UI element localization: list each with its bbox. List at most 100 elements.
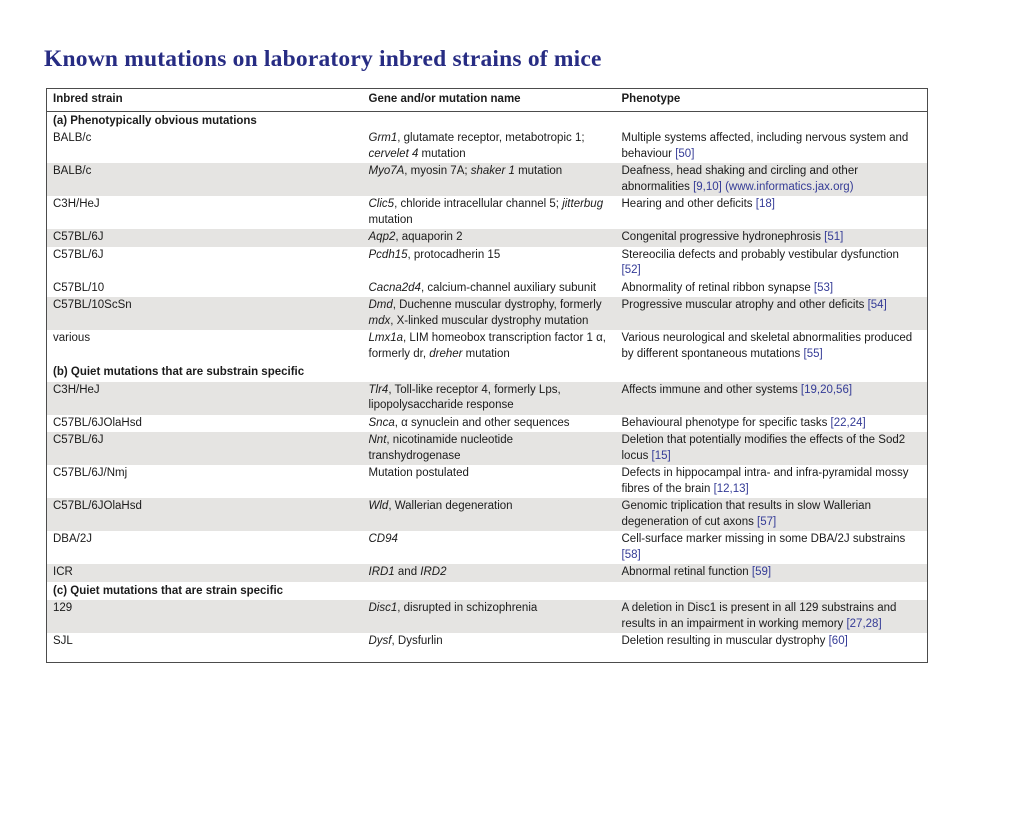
text-segment: Defects in hippocampal intra- and infra-… <box>621 467 909 495</box>
gene-cell: Lmx1a, LIM homeobox transcription factor… <box>363 330 616 363</box>
citation-link[interactable]: [54] <box>867 299 887 311</box>
citation-link[interactable]: [57] <box>757 515 777 528</box>
phenotype-cell: Abnormal retinal function [59] <box>615 564 928 582</box>
text-segment: Nnt <box>368 434 387 446</box>
text-segment: Deletion that potentially modifies the e… <box>621 434 906 462</box>
phenotype-cell: Cell-surface marker missing in some DBA/… <box>616 531 928 564</box>
text-segment: Lmx1a <box>368 332 404 344</box>
strain-cell: C57BL/10ScSn <box>46 297 363 330</box>
text-segment: Aqp2 <box>368 231 396 243</box>
strain-cell: ICR <box>46 564 363 582</box>
gene-cell: Dysf, Dysfurlin <box>363 633 616 651</box>
citation-link[interactable]: [9,10] <box>693 180 722 193</box>
text-segment: C57BL/10 <box>53 281 105 294</box>
text-segment: IRD2 <box>420 566 447 578</box>
strain-cell: C57BL/6J <box>46 229 363 247</box>
text-segment: mutation <box>514 165 563 177</box>
text-segment: C57BL/6J <box>53 231 104 243</box>
table-row: BALB/c Grm1, glutamate receptor, metabotr… <box>47 130 928 163</box>
phenotype-cell: Defects in hippocampal intra- and infra-… <box>616 465 928 498</box>
text-segment: C57BL/6JOlaHsd <box>53 500 142 512</box>
citation-link[interactable]: [53] <box>813 281 834 294</box>
citation-link[interactable]: [19,20,56] <box>800 383 853 396</box>
text-segment: , calcium-channel auxiliary subunit <box>420 281 597 294</box>
text-segment: Affects immune and other systems <box>621 383 801 396</box>
section-header-label: (c) Quiet mutations that are strain spec… <box>53 584 284 597</box>
table-body: (a) Phenotypically obvious mutations BALB… <box>46 111 928 651</box>
strain-cell: various <box>47 330 363 363</box>
text-segment: C57BL/6J <box>53 248 104 261</box>
text-segment: , Toll-like receptor 4, formerly Lps, li… <box>368 383 561 412</box>
text-segment: 129 <box>53 602 73 614</box>
text-segment: various <box>53 332 91 344</box>
strain-cell: C3H/HeJ <box>47 196 363 229</box>
citation-link[interactable]: [27,28] <box>846 617 882 630</box>
text-segment: , chloride intracellular channel 5; <box>394 198 563 210</box>
phenotype-cell: Abnormality of retinal ribbon synapse [5… <box>616 280 928 298</box>
strain-cell: C57BL/6J <box>47 247 363 280</box>
text-segment: SJL <box>53 635 73 647</box>
text-segment: Mutation postulated <box>368 467 469 479</box>
gene-cell: Disc1, disrupted in schizophrenia <box>362 600 616 633</box>
text-segment: , LIM homeobox transcription factor 1 α,… <box>368 332 606 360</box>
text-segment: Dysf <box>368 635 392 647</box>
text-segment: Clic5 <box>368 198 395 210</box>
text-segment: Stereocilia defects and probably vestibu… <box>621 248 899 261</box>
gene-cell: Cacna2d4, calcium-channel auxiliary subu… <box>363 280 616 298</box>
phenotype-cell: Hearing and other deficits [18] <box>616 196 928 229</box>
citation-link[interactable]: [52] <box>621 264 641 276</box>
citation-link[interactable]: [55] <box>803 347 823 360</box>
section-header-row: (b) Quiet mutations that are substrain s… <box>47 363 928 382</box>
strain-cell: 129 <box>46 600 363 633</box>
text-segment: Hearing and other deficits <box>621 198 756 210</box>
text-segment: CD94 <box>368 533 398 545</box>
citation-link[interactable]: [50] <box>675 147 695 160</box>
table-bottom-spacer <box>47 651 928 663</box>
citation-link[interactable]: [22,24] <box>830 416 866 429</box>
text-segment: Congenital progressive hydronephrosis <box>621 231 825 243</box>
text-segment: Grm1 <box>368 132 398 144</box>
strain-cell: C3H/HeJ <box>46 381 363 415</box>
text-segment: C57BL/10ScSn <box>53 299 132 311</box>
citation-link[interactable]: (www.informatics.jax.org) <box>725 180 854 193</box>
section-header-label: (b) Quiet mutations that are substrain s… <box>53 366 305 378</box>
gene-cell: Nnt, nicotinamide nucleotide transhydrog… <box>362 432 616 465</box>
strain-cell: SJL <box>47 633 363 651</box>
text-segment: C3H/HeJ <box>53 198 100 210</box>
citation-link[interactable]: [59] <box>751 566 772 578</box>
section-header-row: (c) Quiet mutations that are strain spec… <box>47 582 928 601</box>
table-row: C3H/HeJ Tlr4, Toll-like receptor 4, forme… <box>46 381 928 415</box>
table-row: DBA/2J CD94 Cell-surface marker missing in… <box>47 531 928 564</box>
citation-link[interactable]: [58] <box>621 548 641 561</box>
strain-cell: C57BL/6JOlaHsd <box>47 415 363 433</box>
phenotype-cell: Various neurological and skeletal abnorm… <box>616 330 928 363</box>
gene-cell: Myo7A, myosin 7A; shaker 1 mutation <box>362 163 616 196</box>
text-segment: BALB/c <box>53 165 92 177</box>
table-row: C57BL/6J Aqp2, aquaporin 2 Congenital prog… <box>46 229 928 247</box>
text-segment: ICR <box>53 566 73 578</box>
text-segment: , glutamate receptor, metabotropic 1; <box>397 132 585 144</box>
text-segment: , Dysfurlin <box>391 635 443 647</box>
gene-cell: Dmd, Duchenne muscular dystrophy, former… <box>362 297 616 330</box>
gene-cell: Tlr4, Toll-like receptor 4, formerly Lps… <box>362 381 616 415</box>
text-segment: DBA/2J <box>53 533 92 545</box>
text-segment: , myosin 7A; <box>404 165 471 177</box>
citation-link[interactable]: [12,13] <box>713 482 749 495</box>
section-header-label: (a) Phenotypically obvious mutations <box>53 114 257 127</box>
table-row: C57BL/6JOlaHsd Wld, Wallerian degeneratio… <box>46 498 928 531</box>
text-segment: BALB/c <box>53 132 92 144</box>
phenotype-cell: Progressive muscular atrophy and other d… <box>615 297 928 330</box>
text-segment: mutation <box>462 347 510 360</box>
table-row: C57BL/10 Cacna2d4, calcium-channel auxili… <box>47 280 928 298</box>
text-segment: Deletion resulting in muscular dystrophy <box>621 635 829 647</box>
text-segment: Cacna2d4 <box>368 281 421 294</box>
citation-link[interactable]: [60] <box>828 635 848 647</box>
citation-link[interactable]: [15] <box>651 449 671 462</box>
citation-link[interactable]: [18] <box>755 198 775 210</box>
text-segment: C57BL/6J/Nmj <box>53 467 128 479</box>
gene-cell: IRD1 and IRD2 <box>362 564 616 582</box>
gene-cell: CD94 <box>363 531 616 564</box>
text-segment: mutation <box>418 147 466 160</box>
citation-link[interactable]: [51] <box>824 231 844 243</box>
text-segment: Wld <box>368 500 389 512</box>
